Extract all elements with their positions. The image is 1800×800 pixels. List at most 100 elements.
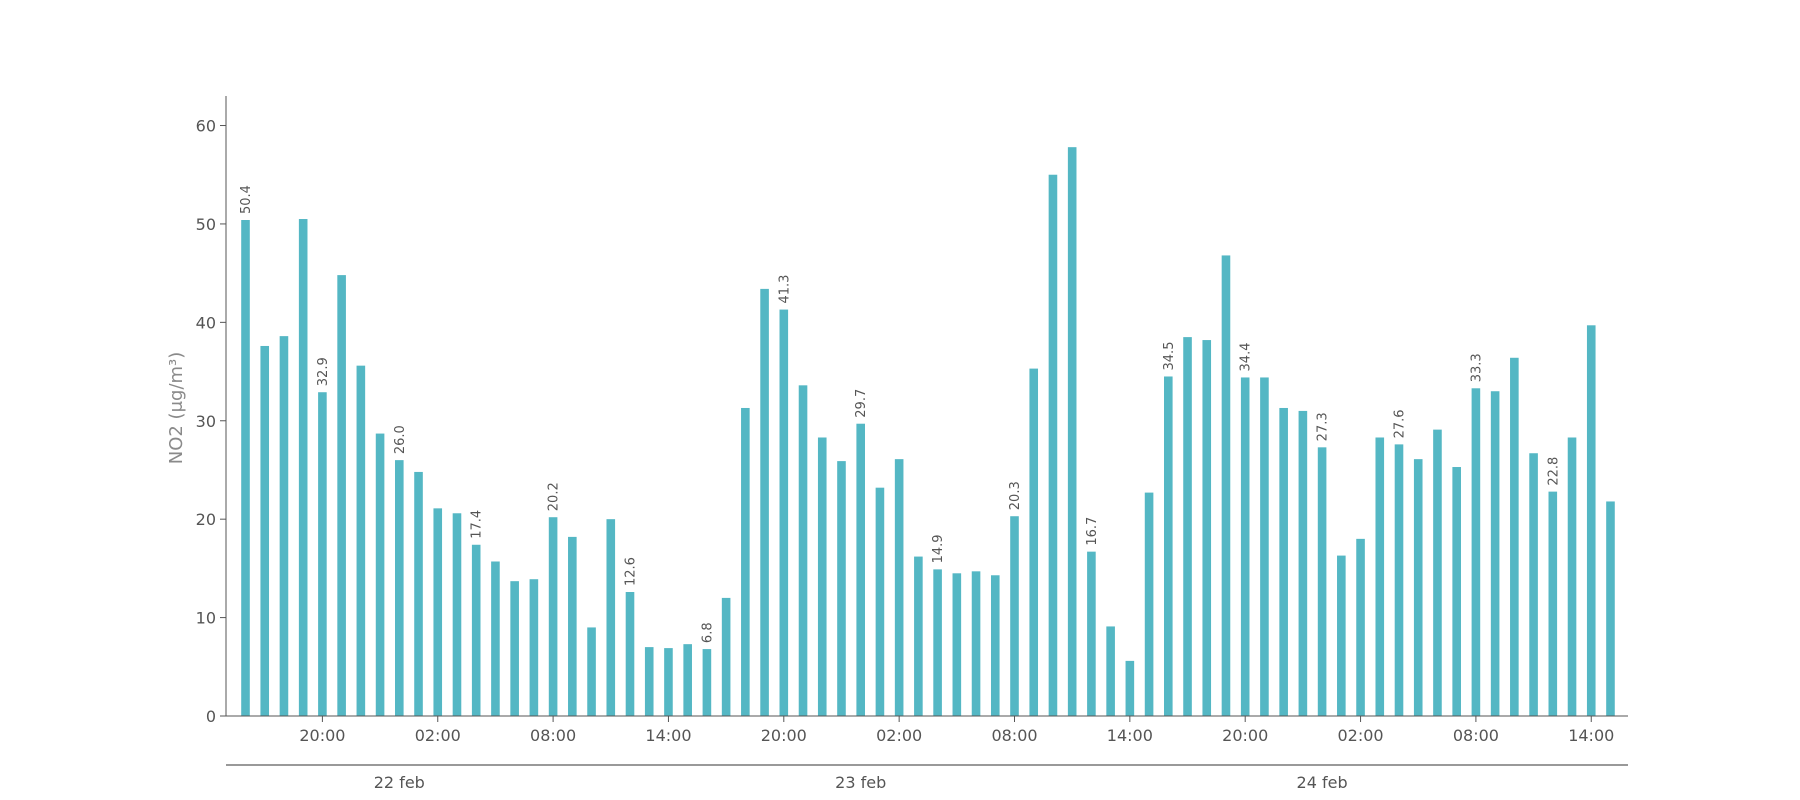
bar-value-label: 22.8	[1546, 457, 1561, 486]
bar	[1548, 491, 1558, 716]
bar-value-label: 33.3	[1469, 353, 1484, 382]
bar	[914, 556, 923, 716]
bar	[721, 597, 731, 716]
bar	[1164, 376, 1173, 716]
y-tick-label: 60	[196, 117, 216, 136]
bar-value-label: 14.9	[931, 534, 946, 563]
bar	[1394, 444, 1404, 716]
bar-value-label: 6.8	[700, 622, 715, 643]
x-tick-label: 08:00	[1453, 726, 1499, 745]
bar-value-label: 41.3	[777, 275, 792, 304]
bar	[1029, 368, 1039, 716]
bar	[664, 648, 673, 716]
bar	[471, 544, 481, 716]
bar	[798, 385, 808, 716]
x-tick-label: 08:00	[530, 726, 576, 745]
bar-value-label: 17.4	[470, 510, 485, 539]
bar	[1490, 391, 1500, 716]
bar	[625, 592, 635, 716]
bar	[1452, 467, 1461, 716]
bar	[1106, 626, 1115, 716]
bar	[433, 508, 443, 716]
x-tick-label: 08:00	[991, 726, 1037, 745]
bar	[298, 219, 308, 716]
bar-value-label: 12.6	[624, 557, 639, 586]
x-tick-label: 20:00	[1222, 726, 1268, 745]
x-tick-label: 20:00	[299, 726, 345, 745]
bar-value-label: 20.2	[547, 482, 562, 511]
bar	[241, 220, 250, 716]
x-tick-label: 14:00	[645, 726, 691, 745]
day-label: 23 feb	[835, 773, 886, 792]
bar	[414, 471, 423, 716]
bar	[1087, 551, 1096, 716]
bar-value-label: 29.7	[854, 389, 869, 418]
bar	[1260, 377, 1269, 716]
bar	[1337, 555, 1346, 716]
bar	[875, 487, 885, 716]
bar	[1279, 407, 1288, 716]
bar	[817, 437, 827, 716]
bar	[760, 288, 769, 716]
bar	[1510, 357, 1519, 716]
x-tick-label: 02:00	[1337, 726, 1383, 745]
bar	[683, 644, 692, 716]
y-axis: 0 10 20 30 40 50 60	[196, 96, 227, 726]
day-label: 24 feb	[1297, 773, 1348, 792]
bar-value-label: 16.7	[1085, 517, 1100, 546]
bar-value-label: 50.4	[239, 185, 254, 214]
y-tick-label: 0	[206, 707, 216, 726]
x-tick-label: 14:00	[1107, 726, 1153, 745]
bar	[644, 647, 654, 716]
bar	[894, 459, 904, 716]
bar	[702, 649, 712, 716]
bar	[318, 392, 327, 716]
bar	[837, 461, 846, 716]
bar	[375, 433, 385, 716]
bar-value-label: 27.3	[1316, 412, 1331, 441]
bar-value-label: 34.5	[1162, 342, 1177, 371]
bar	[1433, 429, 1442, 716]
y-tick-label: 50	[196, 215, 216, 234]
bar	[971, 571, 981, 716]
bar-labels-group: 50.4 32.9 26.0 17.4 20.2 12.6 6.8 41.3 29.7 14.9 2…	[239, 185, 1561, 643]
bar	[568, 536, 577, 716]
bar	[1375, 437, 1385, 716]
day-label: 22 feb	[374, 773, 425, 792]
bar	[779, 309, 789, 716]
y-tick-label: 20	[196, 510, 216, 529]
bar	[260, 345, 270, 716]
bar	[741, 407, 750, 716]
bar	[1586, 325, 1596, 716]
bar	[1202, 340, 1212, 716]
bar	[856, 423, 865, 716]
bar-value-label: 26.0	[393, 425, 408, 454]
y-tick-label: 40	[196, 313, 216, 332]
bar	[606, 519, 616, 716]
bar	[279, 336, 289, 716]
x-tick-label: 20:00	[761, 726, 807, 745]
bar-value-label: 27.6	[1393, 409, 1408, 438]
bar	[510, 581, 519, 716]
x-axis: 20:00 02:00 08:00 14:00 20:00 02:00 08:00 14:00…	[226, 715, 1628, 745]
bar-value-label: 32.9	[316, 357, 331, 386]
y-tick-label: 10	[196, 609, 216, 628]
bar	[990, 575, 1000, 716]
bar	[1298, 410, 1308, 716]
bar	[1317, 447, 1327, 716]
bar	[1221, 255, 1231, 716]
x-tick-label: 02:00	[876, 726, 922, 745]
x-tick-label: 02:00	[415, 726, 461, 745]
bars-group	[241, 147, 1615, 717]
bar	[1529, 453, 1538, 716]
bar-value-label: 34.4	[1239, 343, 1254, 372]
bar	[337, 275, 346, 716]
x-tick-label: 14:00	[1568, 726, 1614, 745]
bar	[1125, 660, 1135, 716]
bar	[548, 517, 558, 716]
bar	[395, 460, 404, 716]
bar	[1567, 437, 1577, 716]
bar	[1471, 388, 1481, 716]
bar	[1240, 377, 1250, 716]
